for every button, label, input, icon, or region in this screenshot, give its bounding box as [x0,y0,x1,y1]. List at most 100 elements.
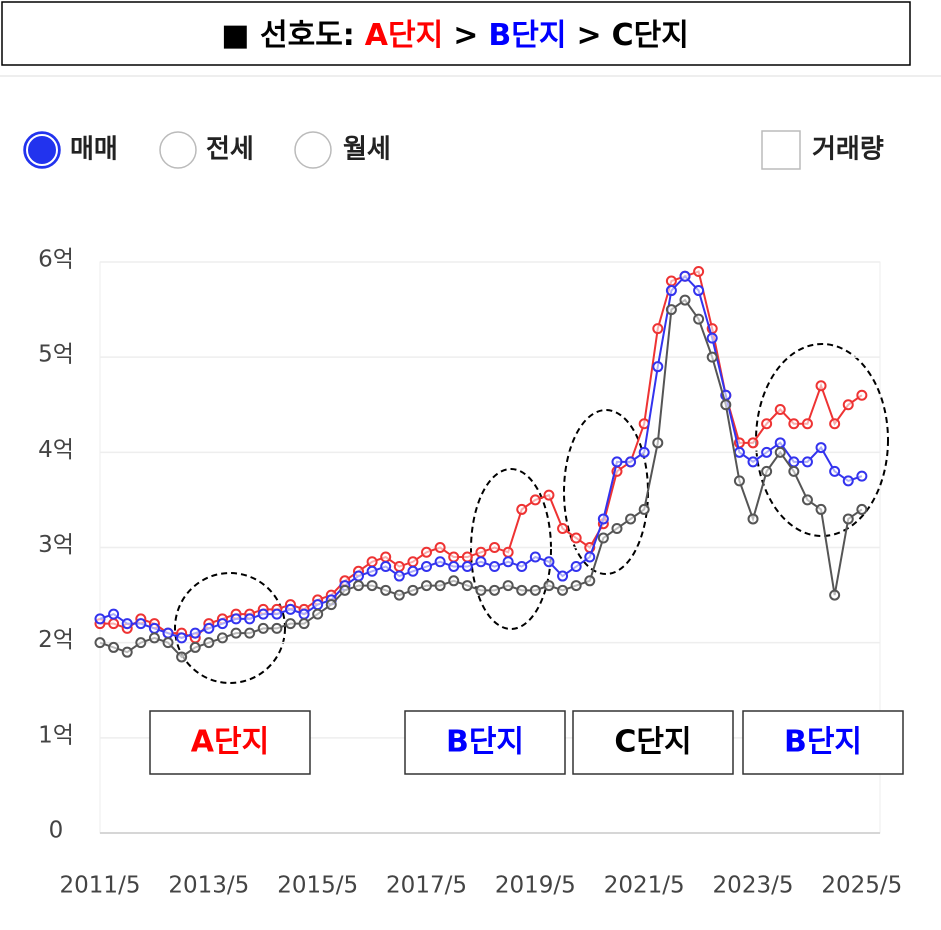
data-point [298,608,310,620]
data-point [761,446,773,458]
data-point [108,641,120,653]
x-tick-label: 2011/5 [60,873,141,899]
data-point [489,542,501,553]
data-point [652,437,664,449]
data-point [665,285,677,297]
data-point [856,389,868,401]
data-point [693,313,705,325]
data-point [570,580,582,592]
data-point [625,513,637,525]
radio-button[interactable] [294,131,332,169]
data-point [407,565,419,577]
data-point [475,584,487,596]
title-box [1,1,911,66]
title-part: > [576,18,601,53]
data-point [203,637,215,649]
data-point [352,570,364,582]
y-tick-label: 5억 [38,342,74,368]
data-point [393,589,405,601]
data-point [434,556,446,568]
checkbox[interactable] [761,130,801,170]
data-point [475,546,487,558]
data-point [679,294,691,306]
data-point [148,632,160,644]
title-part: C단지 [612,18,689,53]
radio-ring [26,134,58,166]
radio-label[interactable]: 매매 [70,135,118,165]
data-point [842,475,854,487]
y-tick-label: 6억 [38,247,74,273]
annotation-text: A단지 [191,725,269,760]
radio-label[interactable]: 월세 [343,135,391,165]
data-point [108,608,120,620]
data-point [516,584,528,596]
data-point [557,570,569,582]
y-tick-label: 1억 [38,722,74,748]
data-point [625,456,637,468]
radio-button[interactable] [159,131,197,169]
data-point [570,561,582,573]
data-point [448,551,460,563]
data-point [774,446,786,458]
data-point [829,589,841,601]
data-point [94,637,106,649]
data-point [407,556,419,568]
data-point [733,446,745,458]
radio-label[interactable]: 전세 [206,135,254,165]
data-point [801,494,813,506]
data-point [856,503,868,515]
x-tick-label: 2021/5 [604,873,685,899]
data-point [230,627,242,639]
ellipse [755,343,889,537]
annotation-box [149,710,311,775]
data-point [135,618,147,630]
data-point [584,575,596,587]
annotation-box [572,710,734,775]
data-point [856,470,868,482]
checkbox-label[interactable]: 거래량 [812,135,884,165]
data-point [203,622,215,634]
data-point [801,456,813,468]
data-point [339,584,351,596]
data-point [108,618,120,630]
title-part: > [453,18,478,53]
x-tick-label: 2013/5 [168,873,249,899]
data-point [788,418,800,430]
data-point [502,546,514,558]
series [94,294,868,663]
data-point [312,608,324,620]
data-point [774,437,786,449]
data-point [312,599,324,611]
data-point [298,618,310,630]
data-point [815,442,827,454]
data-point [189,627,201,639]
data-point [162,627,174,639]
data-point [461,551,473,563]
data-point [842,513,854,525]
data-point [421,580,433,592]
data-point [774,404,786,416]
data-point [584,551,596,563]
data-point [216,632,228,644]
data-point [461,580,473,592]
data-point [516,561,528,573]
data-point [761,465,773,477]
data-point [434,580,446,592]
radio-button[interactable] [23,131,61,169]
data-point [761,418,773,430]
data-point [543,556,555,568]
data-point [325,599,337,611]
data-point [665,304,677,316]
data-point [706,351,718,363]
data-point [747,437,759,449]
data-point [216,618,228,630]
title-part: B단지 [488,18,566,53]
data-point [271,622,283,634]
data-point [529,584,541,596]
y-tick-label: 3억 [38,532,74,558]
data-point [461,561,473,573]
ellipse [470,468,552,630]
data-point [421,561,433,573]
data-point [366,565,378,577]
